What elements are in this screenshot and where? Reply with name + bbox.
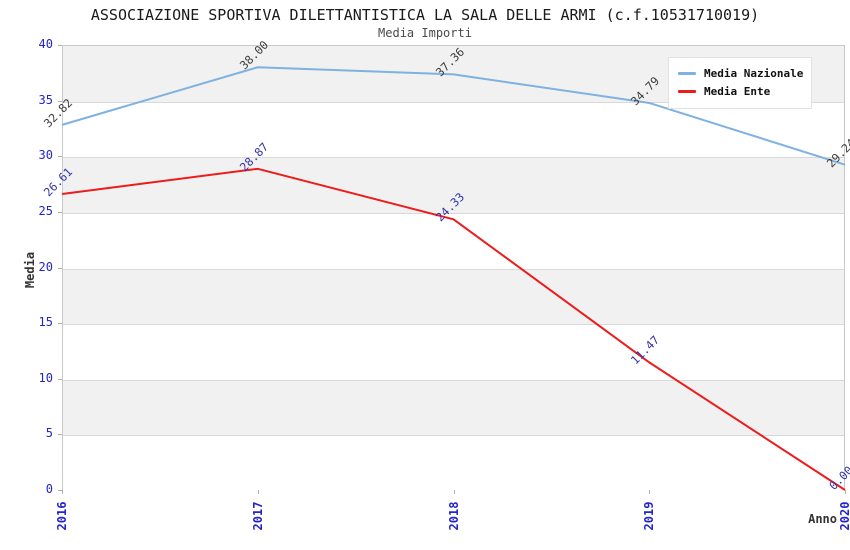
gridline [63, 324, 844, 326]
y-tick-label: 5 [45, 426, 53, 441]
chart-title: ASSOCIAZIONE SPORTIVA DILETTANTISTICA LA… [90, 6, 760, 24]
gridline [63, 379, 844, 381]
legend-label-media-ente: Media Ente [704, 85, 771, 98]
plot-band [63, 212, 844, 269]
plot-band [63, 324, 844, 380]
legend-label-media-nazionale: Media Nazionale [704, 67, 804, 80]
y-tick-mark [58, 490, 62, 491]
x-axis-title: Anno [808, 512, 837, 526]
plot-band [63, 268, 844, 325]
x-tick-label: 2018 [446, 501, 461, 531]
gridline [63, 435, 844, 437]
chart-subtitle: Media Importi [378, 26, 472, 40]
y-axis-title: Media [23, 251, 37, 289]
y-tick-label: 25 [38, 203, 53, 218]
gridline [63, 268, 844, 270]
media-nazionale-line-swatch-icon [678, 72, 696, 75]
gridline [63, 212, 844, 214]
x-tick-label: 2019 [642, 501, 657, 531]
media-ente-line-swatch-icon [678, 90, 696, 93]
y-tick-label: 10 [38, 370, 53, 385]
y-tick-label: 0 [45, 482, 53, 496]
y-tick-label: 30 [38, 148, 53, 163]
x-tick-mark [845, 490, 846, 494]
x-tick-label: 2017 [250, 501, 265, 531]
plot-band [63, 379, 844, 436]
legend: Media Nazionale Media Ente [668, 57, 812, 109]
legend-item-media-nazionale: Media Nazionale [678, 65, 804, 82]
x-tick-label: 2020 [838, 501, 850, 531]
x-tick-label: 2016 [55, 501, 69, 531]
plot-band [63, 157, 844, 213]
plot-area [62, 45, 845, 491]
plot-band [63, 435, 844, 491]
y-tick-label: 35 [38, 92, 53, 107]
legend-item-media-ente: Media Ente [678, 83, 802, 100]
y-tick-label: 15 [38, 315, 53, 330]
plot-band [63, 101, 844, 158]
gridline [63, 157, 844, 159]
